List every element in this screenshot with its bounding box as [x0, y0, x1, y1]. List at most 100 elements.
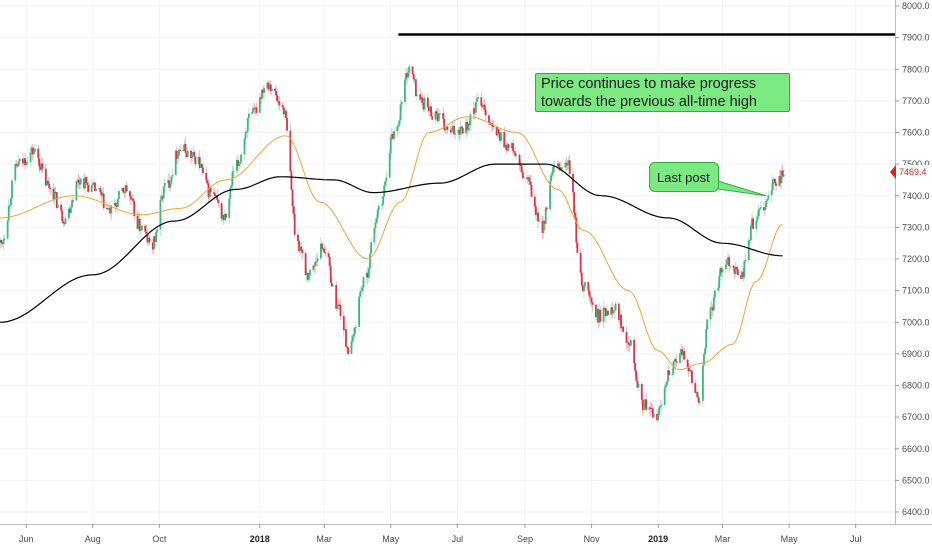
candle-down [422, 102, 425, 110]
price-axis-tick-label: 8000.0 [902, 1, 930, 11]
time-axis-tick-label: Aug [85, 534, 101, 544]
candle-down [346, 346, 348, 348]
candle-up [717, 288, 720, 291]
candle-down [686, 359, 689, 368]
time-axis-tick-label: Mar [316, 534, 332, 544]
candle-down [274, 88, 276, 92]
candle-up [29, 152, 32, 162]
candle-down [345, 329, 347, 347]
candle-up [26, 161, 29, 164]
candle-up [658, 407, 661, 415]
candle-up [197, 157, 200, 165]
candle-up [331, 284, 334, 287]
candle-up [6, 220, 9, 239]
candle-up [756, 216, 759, 221]
candle-down [740, 274, 743, 279]
candle-down [327, 253, 330, 258]
candle-up [393, 131, 395, 139]
candle-down [22, 158, 24, 164]
candle-down [568, 160, 571, 174]
candle-down [495, 127, 498, 136]
candle-up [759, 207, 762, 209]
candle-up [538, 220, 541, 222]
candle-down [742, 271, 745, 278]
candle-up [268, 84, 271, 90]
candle-up [373, 228, 376, 243]
candle-up [312, 265, 315, 270]
candle-up [682, 351, 685, 356]
progress-annotation: Price continues to make progress towards… [535, 73, 790, 112]
candle-up [527, 177, 530, 180]
candle-up [629, 339, 632, 346]
candle-up [672, 361, 675, 374]
candle-up [744, 259, 747, 261]
candle-down [225, 213, 227, 218]
candle-down [216, 195, 219, 200]
candle-down [347, 347, 350, 354]
price-axis-tick-label: 7900.0 [902, 33, 930, 43]
candle-up [359, 291, 362, 297]
price-axis-tick-label: 7700.0 [902, 96, 930, 106]
candle-up [30, 147, 33, 153]
candle-up [734, 266, 737, 274]
candle-up [712, 297, 715, 311]
time-axis: Jun Aug Oct 2018 Mar May Jul Sep Nov 2019 Mar May Ju… [19, 524, 861, 544]
candle-down [342, 316, 345, 330]
candle-up [232, 170, 235, 173]
candle-down [222, 215, 225, 221]
candle-up [388, 153, 391, 178]
candle-down [480, 97, 483, 107]
candle-up [245, 131, 248, 133]
candle-up [192, 151, 195, 156]
candle-up [3, 238, 6, 241]
candle-down [512, 143, 514, 151]
candle-down [185, 152, 188, 158]
candle-up [358, 296, 360, 327]
candle-up [238, 163, 240, 167]
candle-up [703, 354, 705, 366]
candle-down [31, 147, 34, 155]
candle-up [404, 79, 406, 103]
candle-up [612, 311, 615, 314]
candle-down [182, 150, 185, 152]
candle-up [663, 387, 666, 405]
candle-down [689, 369, 692, 372]
candle-up [551, 172, 554, 176]
candle-down [406, 73, 409, 78]
candle-down [656, 413, 658, 421]
candle-down [285, 110, 287, 118]
candle-up [64, 218, 67, 225]
candle-down [145, 231, 148, 234]
candle-down [77, 179, 80, 183]
grid-lines [0, 0, 895, 524]
candle-down [220, 203, 223, 219]
candle-up [673, 359, 676, 362]
candle-down [597, 309, 600, 323]
candle-up [771, 179, 774, 191]
candle-up [536, 212, 538, 216]
candle-down [60, 204, 63, 211]
candle-up [679, 353, 681, 363]
candle-down [63, 223, 66, 225]
candle-up [254, 107, 257, 109]
candle-down [276, 95, 279, 101]
candle-up [758, 208, 761, 210]
candle-up [467, 123, 470, 131]
candle-down [123, 192, 126, 194]
candle-up [385, 177, 388, 182]
candle-up [147, 237, 150, 243]
candle-up [719, 268, 722, 277]
candle-up [407, 72, 410, 78]
candle-down [781, 170, 784, 175]
candle-down [428, 106, 430, 111]
candle-up [369, 253, 371, 269]
candle-up [390, 134, 393, 138]
candle-down [650, 408, 653, 410]
candle-down [132, 198, 135, 202]
candle-down [282, 107, 285, 115]
candle-up [506, 144, 509, 151]
candle-up [553, 166, 556, 168]
candle-down [87, 184, 90, 192]
candle-up [398, 120, 401, 126]
candle-down [392, 134, 394, 139]
